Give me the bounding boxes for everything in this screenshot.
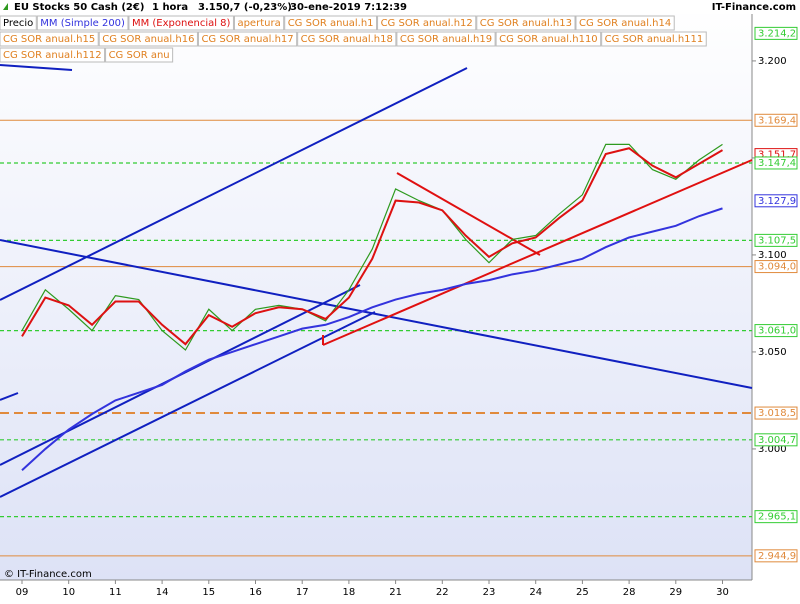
legend-box (128, 15, 234, 31)
trendline (0, 239, 753, 389)
plot-bg (0, 0, 752, 580)
legend-box (0, 31, 99, 47)
x-tick-label: 25 (576, 587, 589, 598)
x-tick-label: 10 (62, 587, 75, 598)
level-label: 3.151,7 (758, 150, 796, 161)
x-tick-label: 23 (483, 587, 496, 598)
legend-box (36, 15, 129, 31)
legend-box (476, 15, 576, 31)
level-box (754, 233, 798, 247)
level-box (754, 406, 798, 420)
legend-box (284, 15, 378, 31)
brand: IT-Finance.com (712, 2, 796, 13)
level-box (754, 113, 798, 127)
legend-box (0, 15, 37, 31)
level-label: 3.004,7 (758, 435, 796, 446)
legend-label: CG SOR anual.h17 (201, 34, 293, 45)
level-label: 2.944,9 (758, 551, 796, 562)
level-box (754, 433, 798, 447)
legend-box (197, 31, 298, 47)
legend-label: CG SOR anual.h111 (605, 34, 704, 45)
level-label: 3.018,5 (758, 408, 796, 419)
legend-box (0, 47, 106, 63)
legend-label: CG SOR anual.h18 (301, 34, 393, 45)
legend-box (495, 31, 602, 47)
level-box (754, 324, 798, 338)
level-label: 3.094,0 (758, 262, 796, 273)
level-label: 3.169,4 (758, 115, 796, 126)
x-tick-label: 17 (296, 587, 309, 598)
x-tick-label: 30 (716, 587, 729, 598)
level-box (754, 260, 798, 274)
x-tick-label: 21 (389, 587, 402, 598)
icon (3, 3, 8, 10)
y-tick-label: 3.100 (758, 250, 787, 261)
series-line (21, 143, 723, 351)
legend-label: CG SOR anual.h16 (102, 34, 194, 45)
footer: © IT-Finance.com (4, 569, 92, 580)
y-tick-label: 3.050 (758, 347, 787, 358)
quote: 3.150,7 (-0,23%) (198, 2, 292, 13)
x-tick-label: 14 (156, 587, 169, 598)
x-tick-label: 22 (436, 587, 449, 598)
level-label: 3.061,0 (758, 326, 796, 337)
legend-box (575, 15, 675, 31)
instrument: EU Stocks 50 Cash (2€) (14, 2, 144, 13)
legend-label: CG SOR anual.h13 (480, 18, 572, 29)
legend-label: CG SOR anual.h12 (381, 18, 473, 29)
x-tick-label: 15 (202, 587, 215, 598)
trendline (0, 392, 19, 401)
level-label: 2.965,1 (758, 512, 796, 523)
legend-box (377, 15, 477, 31)
legend-label: CG SOR anual.h110 (499, 34, 598, 45)
legend-label: Precio (3, 18, 33, 29)
series-line (21, 207, 723, 472)
level-box (754, 194, 798, 208)
x-tick-label: 18 (343, 587, 356, 598)
legend-label: MM (Exponencial 8) (132, 18, 231, 29)
level-label: 3.107,5 (758, 235, 796, 246)
x-tick-label: 16 (249, 587, 262, 598)
x-tick-label: 09 (16, 587, 29, 598)
legend-box (98, 31, 198, 47)
x-tick-label: 28 (623, 587, 636, 598)
legend-label: CG SOR anual.h1 (288, 18, 374, 29)
x-tick-label: 24 (529, 587, 542, 598)
x-tick-label: 29 (669, 587, 682, 598)
timestamp: 30-ene-2019 7:12:39 (290, 2, 407, 13)
timeframe: 1 hora (152, 2, 188, 13)
legend-box (396, 31, 496, 47)
legend-label: apertura (237, 18, 280, 29)
legend-box (297, 31, 397, 47)
level-box (754, 156, 798, 170)
level-box (754, 510, 798, 524)
series-line (21, 147, 724, 346)
level-label: 3.147,4 (758, 158, 796, 169)
legend-box (233, 15, 285, 31)
header-bg (0, 0, 800, 14)
legend-label: CG SOR anual.h15 (3, 34, 95, 45)
level-label: 3.214,2 (758, 28, 796, 39)
x-tick-label: 11 (109, 587, 122, 598)
legend-label: CG SOR anual.h14 (579, 18, 671, 29)
legend-label: CG SOR anu (109, 50, 170, 61)
level-box (754, 26, 798, 40)
y-tick-label: 3.000 (758, 444, 787, 455)
legend-label: CG SOR anual.h19 (400, 34, 492, 45)
trendline (0, 67, 468, 301)
level-box (754, 549, 798, 563)
legend-label: CG SOR anual.h112 (3, 50, 102, 61)
legend-label: MM (Simple 200) (40, 18, 125, 29)
y-tick-label: 3.200 (758, 56, 787, 67)
legend-box (105, 47, 174, 63)
trendline (0, 64, 73, 71)
trendline (0, 311, 376, 498)
legend-box (601, 31, 707, 47)
level-label: 3.127,9 (758, 196, 796, 207)
